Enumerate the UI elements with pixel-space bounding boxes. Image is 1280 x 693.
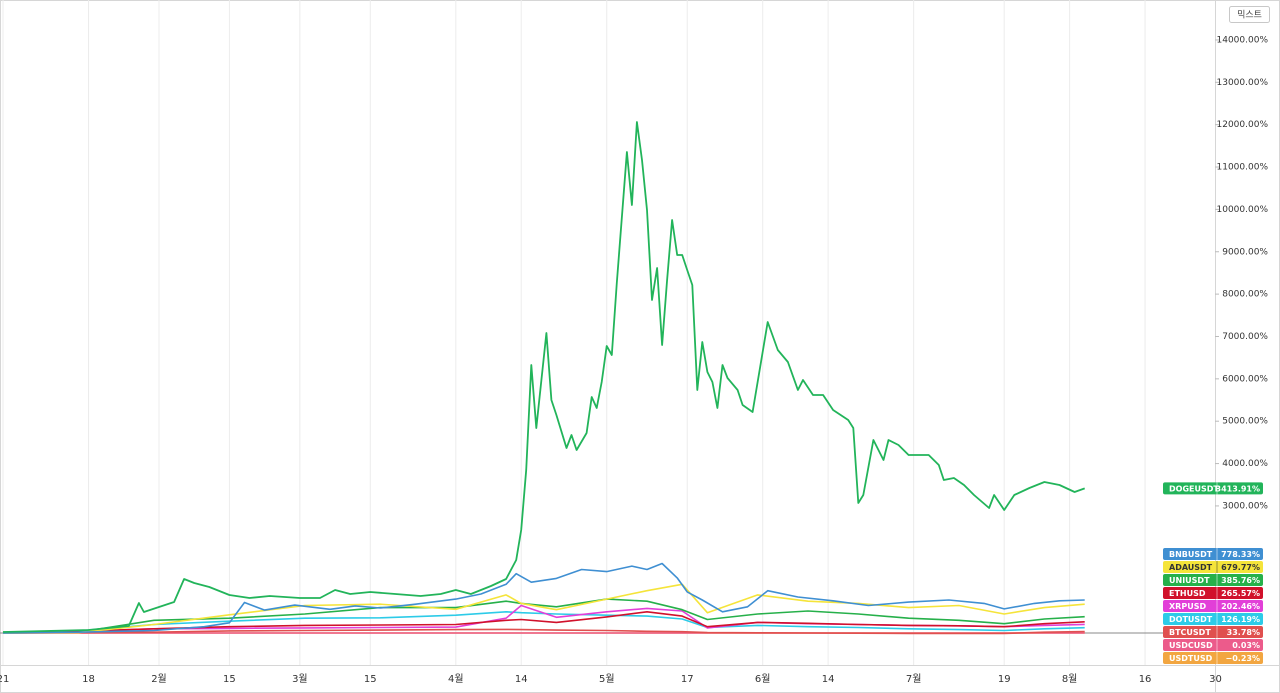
series-name: UNIUSDT (1169, 576, 1210, 585)
series-last-value: 202.46% (1221, 602, 1260, 611)
x-tick-label: 19 (998, 674, 1011, 685)
y-tick-label: 8000.00% (1222, 290, 1268, 300)
series-last-value: 3413.91% (1216, 484, 1260, 493)
series-name: ETHUSD (1169, 589, 1206, 598)
y-tick-label: 5000.00% (1222, 417, 1268, 427)
series-badge (1163, 482, 1263, 495)
series-line (2, 598, 1085, 634)
series-badge (1163, 600, 1263, 612)
series-badge (1163, 652, 1263, 664)
series-line (2, 121, 1086, 633)
series-badge (1163, 639, 1263, 651)
x-tick-label: 4월 (448, 673, 464, 685)
series-name: DOTUSDT (1169, 615, 1213, 624)
series-badge (1163, 587, 1263, 599)
x-tick-label: 17 (681, 674, 694, 685)
series-line (2, 611, 1085, 634)
x-tick-label: 6월 (755, 673, 771, 685)
x-tick-label: 30 (1209, 674, 1222, 685)
series-badge (1163, 574, 1263, 586)
x-tick-label: 15 (364, 674, 377, 685)
y-tick-label: 7000.00% (1222, 332, 1268, 342)
series-last-value: 679.77% (1221, 563, 1260, 572)
series-last-value: 126.19% (1221, 615, 1260, 624)
x-tick-label: 14 (515, 674, 528, 685)
y-tick-label: 3000.00% (1222, 501, 1268, 511)
series-last-value: −0.23% (1226, 654, 1260, 663)
series-name: BNBUSDT (1169, 550, 1213, 559)
series-badge (1163, 626, 1263, 638)
series-last-value: 0.03% (1232, 641, 1260, 650)
series-last-value: 778.33% (1221, 550, 1260, 559)
series-line (2, 611, 1085, 634)
y-tick-label: 6000.00% (1222, 374, 1268, 384)
series-badge (1163, 561, 1263, 573)
x-tick-label: 7월 (906, 673, 922, 685)
x-tick-label: 16 (1139, 674, 1152, 685)
x-tick-label: 15 (223, 674, 236, 685)
y-tick-label: 10000.00% (1217, 205, 1269, 215)
series-line (2, 628, 1085, 635)
y-tick-label: 11000.00% (1217, 163, 1269, 173)
y-tick-label: 9000.00% (1222, 247, 1268, 257)
y-tick-label: 14000.00% (1217, 35, 1269, 45)
series-badge (1163, 548, 1263, 560)
x-tick-label: 14 (822, 674, 835, 685)
x-tick-label: 5월 (599, 673, 615, 685)
x-tick-label: 18 (82, 674, 95, 685)
y-tick-label: 13000.00% (1217, 78, 1269, 88)
series-last-value: 33.78% (1227, 628, 1260, 637)
series-name: BTCUSDT (1169, 628, 1211, 637)
mode-button-label[interactable]: 믹스트 (1237, 9, 1262, 21)
series-name: ADAUSDT (1169, 563, 1213, 572)
series-last-value: 385.76% (1221, 576, 1260, 585)
y-tick-label: 12000.00% (1217, 120, 1269, 130)
series-last-value: 265.57% (1221, 589, 1260, 598)
x-tick-label: 21 (0, 674, 9, 685)
mode-button[interactable] (1229, 6, 1270, 23)
x-tick-label: 3월 (292, 673, 308, 685)
y-tick-label: 4000.00% (1222, 459, 1268, 469)
series-line (2, 562, 1085, 634)
x-tick-label: 8월 (1062, 673, 1078, 685)
series-name: DOGEUSDT (1169, 484, 1219, 493)
x-tick-label: 2월 (151, 673, 167, 685)
series-name: USDTUSD (1169, 654, 1213, 663)
series-name: XRPUSD (1169, 602, 1206, 611)
series-badge (1163, 613, 1263, 625)
series-name: USDCUSD (1169, 641, 1213, 650)
